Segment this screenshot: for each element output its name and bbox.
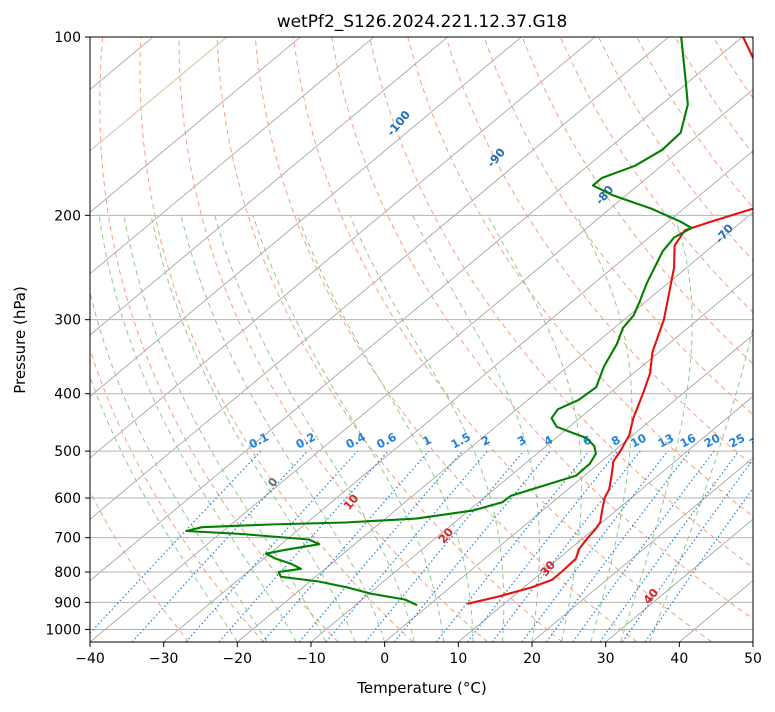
x-tick-label: −10 bbox=[296, 651, 326, 667]
y-tick-label: 300 bbox=[54, 313, 81, 329]
x-tick-label: 20 bbox=[523, 651, 541, 667]
x-tick-label: 50 bbox=[744, 651, 762, 667]
y-tick-label: 800 bbox=[54, 565, 81, 581]
x-tick-label: 10 bbox=[449, 651, 467, 667]
y-tick-label: 600 bbox=[54, 491, 81, 507]
y-tick-label: 200 bbox=[54, 208, 81, 224]
y-tick-label: 700 bbox=[54, 531, 81, 547]
x-tick-label: −40 bbox=[75, 651, 105, 667]
x-tick-label: 0 bbox=[380, 651, 389, 667]
x-tick-label: 40 bbox=[670, 651, 688, 667]
y-tick-label: 500 bbox=[54, 444, 81, 460]
y-tick-label: 100 bbox=[54, 30, 81, 46]
y-axis-label: Pressure (hPa) bbox=[11, 286, 29, 394]
x-tick-label: −30 bbox=[149, 651, 179, 667]
y-tick-label: 1000 bbox=[45, 622, 81, 638]
y-tick-label: 900 bbox=[54, 595, 81, 611]
x-tick-label: 30 bbox=[597, 651, 615, 667]
x-tick-label: −20 bbox=[223, 651, 253, 667]
y-tick-label: 400 bbox=[54, 387, 81, 403]
x-axis-label: Temperature (°C) bbox=[356, 679, 486, 697]
chart-title: wetPf2_S126.2024.221.12.37.G18 bbox=[277, 12, 568, 32]
